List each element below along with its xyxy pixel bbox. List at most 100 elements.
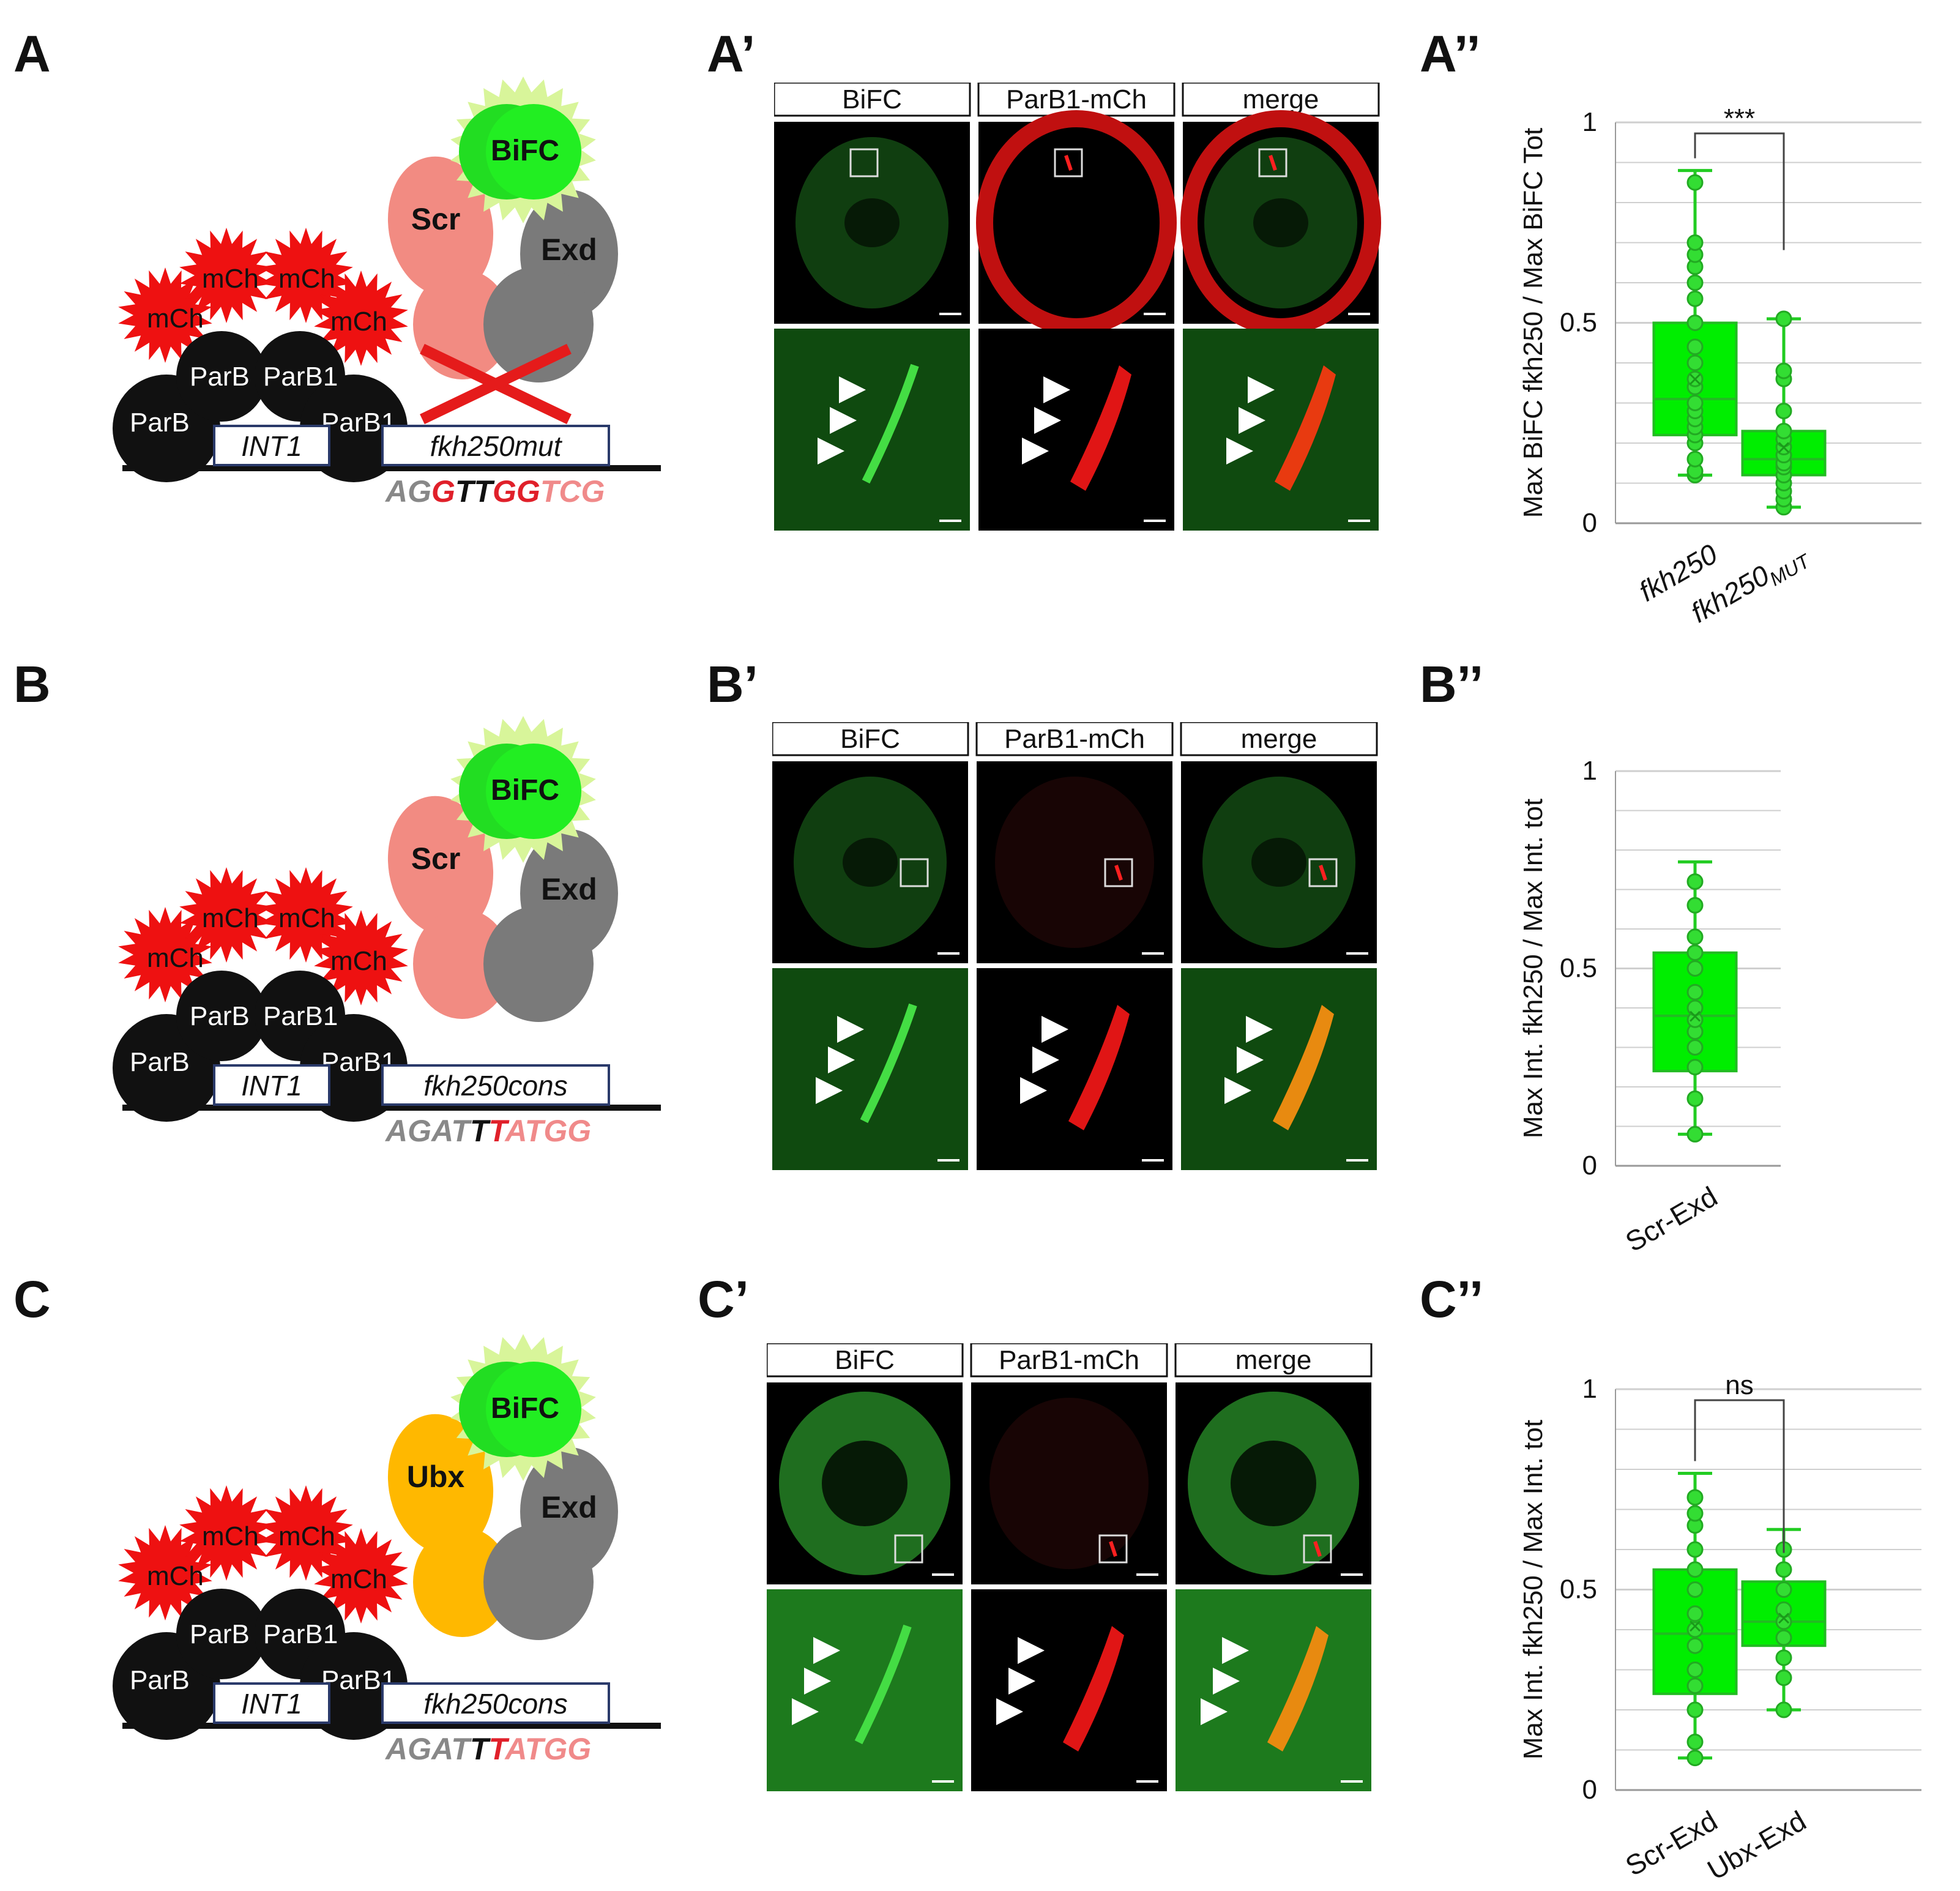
data-point [1686, 1039, 1704, 1056]
exd-label: Exd [541, 1490, 597, 1524]
zoomed-bific-focus [862, 364, 919, 484]
channel-header-1: ParB1-mCh [1006, 84, 1147, 114]
panel-label-C: C [13, 1270, 51, 1328]
channel-header-box [1174, 1343, 1373, 1378]
parb-label: ParB [190, 362, 250, 392]
arrowhead [1222, 1637, 1249, 1664]
data-point [1686, 1541, 1704, 1558]
parb-focus [1313, 1541, 1322, 1557]
arrowhead [804, 1668, 831, 1695]
arrowhead [1041, 1016, 1068, 1043]
data-point [1686, 338, 1704, 356]
panel-label-B: B [13, 655, 51, 713]
zoom-region-box [1308, 858, 1338, 887]
zoomed-bific-focus [860, 1003, 917, 1124]
data-point [1686, 1561, 1704, 1578]
mean-marker: × [1688, 366, 1702, 393]
zoom-bific-signal [767, 1589, 963, 1791]
arrowhead [1034, 407, 1061, 434]
int1-box [213, 1682, 330, 1724]
y-tick-label: 0 [1582, 1775, 1597, 1805]
significance-bracket [1694, 132, 1785, 250]
zoomed-parb-focus [1267, 1626, 1328, 1751]
nuclear-envelope-red [1180, 110, 1381, 335]
arrowhead [839, 376, 866, 403]
data-point [1686, 315, 1704, 331]
data-point [1775, 1601, 1792, 1618]
arrowhead [813, 1637, 840, 1664]
data-point [1686, 234, 1704, 251]
arrowhead [1226, 438, 1253, 464]
mch-tag-star [179, 228, 274, 323]
int1-box [213, 1064, 330, 1106]
zoom-region-box [1098, 1534, 1128, 1564]
hox-protein-lower [413, 909, 511, 1019]
mch-label: mCh [278, 264, 335, 294]
bifc-label: BiFC [491, 774, 559, 807]
mch-label: mCh [330, 946, 387, 976]
data-point [1686, 1662, 1704, 1678]
mch-label: mCh [147, 304, 204, 334]
data-point [1686, 370, 1704, 387]
mean-marker: × [1688, 1003, 1702, 1030]
mean-marker: × [1688, 1613, 1702, 1639]
parb-protein [176, 1589, 267, 1679]
mch-label: mCh [278, 903, 335, 933]
nucleus-center [1251, 838, 1306, 887]
channel-header-2: merge [1243, 84, 1319, 114]
category-label: Scr-Exd [1620, 1805, 1723, 1882]
panel-label-A-double-prime: A’’ [1420, 25, 1481, 83]
channel-header-box [970, 1343, 1168, 1378]
y-tick-label: 1 [1582, 756, 1597, 786]
hox-protein-lower [413, 1527, 511, 1637]
parb-label: ParB [190, 1619, 250, 1649]
arrowhead [818, 438, 844, 464]
nucleus-center [1231, 1441, 1316, 1526]
data-point [1686, 1637, 1704, 1654]
arrowhead [1020, 1077, 1047, 1104]
int1-box [213, 425, 330, 466]
data-point [1775, 310, 1792, 327]
binding-site-label: fkh250cons [423, 1070, 567, 1102]
data-point [1686, 450, 1704, 468]
binding-sequence: AGATTTATGG [384, 1114, 591, 1148]
data-point [1775, 1669, 1792, 1687]
data-point [1686, 174, 1704, 191]
data-point [1686, 1125, 1704, 1143]
nucleus-center [844, 198, 900, 247]
data-point [1686, 274, 1704, 291]
data-point [1775, 1701, 1792, 1718]
arrowhead [1032, 1046, 1059, 1073]
data-point [1686, 1581, 1704, 1598]
zoomed-parb-focus [1068, 1005, 1130, 1130]
arrowhead [792, 1698, 819, 1725]
y-tick-label: 0.5 [1560, 953, 1597, 983]
parb-label: ParB [130, 1047, 190, 1077]
arrowhead [1201, 1698, 1228, 1725]
parb1-label: ParB1 [263, 1001, 338, 1031]
hox-label: Ubx [407, 1460, 465, 1494]
mch-label: mCh [330, 307, 387, 337]
arrowhead [1224, 1077, 1251, 1104]
channel-header-2: merge [1235, 1345, 1312, 1375]
data-point [1775, 1561, 1792, 1578]
boxplot-C-double-prime: 0 0.5 1 Max Int. fkh250 / Max Int. tot × Scr-… [1518, 1370, 1921, 1885]
binding-site-box [381, 425, 610, 466]
data-point [1686, 928, 1704, 946]
y-tick-label: 0 [1582, 508, 1597, 538]
dna-strand [122, 1723, 661, 1729]
data-point [1686, 1733, 1704, 1750]
data-point [1775, 1649, 1792, 1666]
data-point [1686, 1090, 1704, 1107]
binding-site-box [381, 1682, 610, 1724]
parb-focus [1269, 155, 1277, 171]
mch-tag-star [314, 1528, 408, 1624]
channel-header-0: BiFC [842, 84, 902, 114]
mch-label: mCh [278, 1521, 335, 1551]
mch-tag-star [179, 867, 274, 963]
exd-label: Exd [541, 872, 597, 906]
data-point [1686, 944, 1704, 961]
hox-protein-upper [387, 156, 494, 297]
